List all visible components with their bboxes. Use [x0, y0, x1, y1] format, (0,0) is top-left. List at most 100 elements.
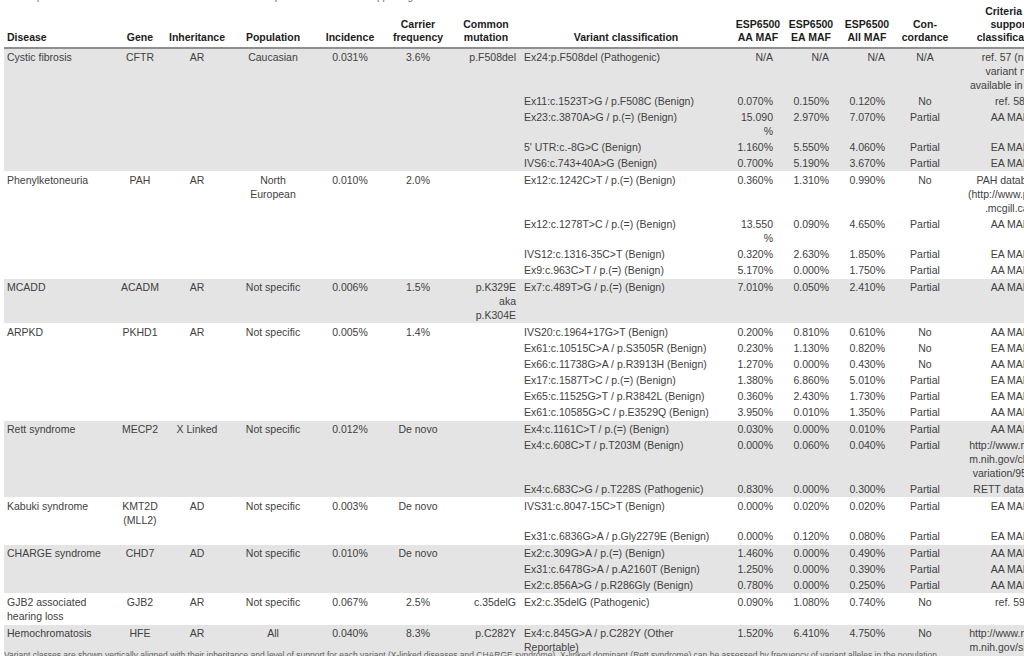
esp6500-all-maf-cell: N/A: [839, 48, 895, 93]
criteria-cell: AA MAF: [955, 262, 1024, 279]
criteria-cell: EA MAF: [955, 155, 1024, 172]
carrier-frequency-cell: De novo: [383, 545, 453, 562]
concordance-cell: Partial: [895, 155, 955, 172]
common-mutation-cell: [453, 437, 519, 481]
incidence-cell: [317, 356, 383, 372]
carrier-frequency-cell: 1.5%: [383, 279, 453, 324]
carrier-frequency-cell: [383, 262, 453, 279]
esp6500-aa-maf-cell: 7.010%: [733, 279, 783, 324]
esp6500-ea-maf-cell: 5.190%: [783, 155, 839, 172]
esp6500-all-maf-cell: 4.060%: [839, 139, 895, 155]
concordance-cell: Partial: [895, 109, 955, 139]
concordance-cell: Partial: [895, 437, 955, 481]
population-cell: [229, 139, 317, 155]
carrier-frequency-cell: [383, 388, 453, 404]
variant-classification-cell: Ex65:c.11525G>T / p.R3842L (Benign): [519, 388, 733, 404]
inheritance-cell: [165, 372, 229, 388]
inheritance-cell: AR: [165, 172, 229, 217]
variant-row: 5' UTR:c.-8G>C (Benign)1.160%5.550%4.060…: [4, 139, 1024, 155]
common-mutation-cell: [453, 262, 519, 279]
concordance-cell: Partial: [895, 421, 955, 438]
concordance-cell: Partial: [895, 139, 955, 155]
variant-row: Cystic fibrosisCFTRARCaucasian0.031%3.6%…: [4, 48, 1024, 93]
incidence-cell: 0.031%: [317, 48, 383, 93]
variant-classification-cell: IVS31:c.8047-15C>T (Benign): [519, 498, 733, 529]
variant-row: Ex4:c.608C>T / p.T203M (Benign)0.000%0.0…: [4, 437, 1024, 481]
inheritance-cell: [165, 437, 229, 481]
incidence-cell: [317, 93, 383, 109]
inheritance-cell: AR: [165, 324, 229, 341]
variant-classification-cell: Ex2:c.35delG (Pathogenic): [519, 594, 733, 625]
esp6500-ea-maf-cell: 2.430%: [783, 388, 839, 404]
common-mutation-cell: [453, 155, 519, 172]
incidence-cell: [317, 216, 383, 246]
inheritance-cell: [165, 246, 229, 262]
esp6500-aa-maf-cell: 1.380%: [733, 372, 783, 388]
variant-classification-cell: Ex12:c.1278T>C / p.(=) (Benign): [519, 216, 733, 246]
disease-cell: [4, 262, 115, 279]
esp6500-aa-maf-cell: 0.230%: [733, 340, 783, 356]
disease-cell: [4, 155, 115, 172]
criteria-cell: ref. 57 (note variant not available in E…: [955, 48, 1024, 93]
carrier-frequency-cell: [383, 577, 453, 594]
carrier-frequency-cell: 2.0%: [383, 172, 453, 217]
common-mutation-cell: p.K329E aka p.K304E: [453, 279, 519, 324]
cropped-table-title: Table | Variant classifications with ESP…: [10, 0, 1014, 4]
concordance-cell: No: [895, 324, 955, 341]
esp6500-ea-maf-cell: 0.010%: [783, 404, 839, 421]
esp6500-aa-maf-cell: 1.460%: [733, 545, 783, 562]
incidence-cell: [317, 437, 383, 481]
population-cell: [229, 155, 317, 172]
esp6500-aa-maf-cell: 0.030%: [733, 421, 783, 438]
population-cell: [229, 216, 317, 246]
esp6500-aa-maf-cell: 0.320%: [733, 246, 783, 262]
variant-classification-cell: IVS20:c.1964+17G>T (Benign): [519, 324, 733, 341]
gene-cell: [115, 139, 165, 155]
concordance-cell: N/A: [895, 48, 955, 93]
criteria-cell: RETT database: [955, 481, 1024, 498]
disease-cell: [4, 109, 115, 139]
variant-row: IVS6:c.743+40A>G (Benign)0.700%5.190%3.6…: [4, 155, 1024, 172]
population-cell: Not specific: [229, 594, 317, 625]
variant-classification-cell: Ex11:c.1523T>G / p.F508C (Benign): [519, 93, 733, 109]
concordance-cell: Partial: [895, 262, 955, 279]
incidence-cell: [317, 109, 383, 139]
esp6500-ea-maf-cell: N/A: [783, 48, 839, 93]
incidence-cell: 0.012%: [317, 421, 383, 438]
inheritance-cell: [165, 216, 229, 246]
disease-group: Rett syndromeMECP2X LinkedNot specific0.…: [4, 421, 1024, 498]
concordance-cell: Partial: [895, 216, 955, 246]
population-cell: [229, 577, 317, 594]
variant-row: PhenylketoneuriaPAHARNorth European0.010…: [4, 172, 1024, 217]
gene-cell: [115, 404, 165, 421]
population-cell: Not specific: [229, 421, 317, 438]
carrier-frequency-cell: De novo: [383, 421, 453, 438]
inheritance-cell: X Linked: [165, 421, 229, 438]
esp6500-ea-maf-cell: 1.130%: [783, 340, 839, 356]
gene-cell: [115, 481, 165, 498]
gene-cell: [115, 262, 165, 279]
esp6500-aa-maf-cell: 0.000%: [733, 437, 783, 481]
variant-table: DiseaseGeneInheritancePopulationIncidenc…: [4, 5, 1024, 656]
esp6500-ea-maf-cell: 0.090%: [783, 216, 839, 246]
population-cell: Not specific: [229, 279, 317, 324]
disease-cell: Cystic fibrosis: [4, 48, 115, 93]
incidence-cell: 0.067%: [317, 594, 383, 625]
population-cell: [229, 481, 317, 498]
common-mutation-cell: [453, 324, 519, 341]
disease-cell: [4, 340, 115, 356]
esp6500-all-maf-cell: 0.300%: [839, 481, 895, 498]
common-mutation-cell: [453, 216, 519, 246]
esp6500-all-maf-cell: 0.010%: [839, 421, 895, 438]
variant-classification-cell: Ex2:c.856A>G / p.R286Gly (Benign): [519, 577, 733, 594]
gene-cell: [115, 216, 165, 246]
variant-row: IVS12:c.1316-35C>T (Benign)0.320%2.630%1…: [4, 246, 1024, 262]
population-cell: North European: [229, 172, 317, 217]
population-cell: [229, 561, 317, 577]
esp6500-ea-maf-cell: 0.000%: [783, 481, 839, 498]
variant-row: Ex4:c.683C>G / p.T228S (Pathogenic)0.830…: [4, 481, 1024, 498]
incidence-cell: 0.006%: [317, 279, 383, 324]
variant-classification-cell: Ex4:c.608C>T / p.T203M (Benign): [519, 437, 733, 481]
population-cell: [229, 528, 317, 545]
common-mutation-cell: [453, 545, 519, 562]
